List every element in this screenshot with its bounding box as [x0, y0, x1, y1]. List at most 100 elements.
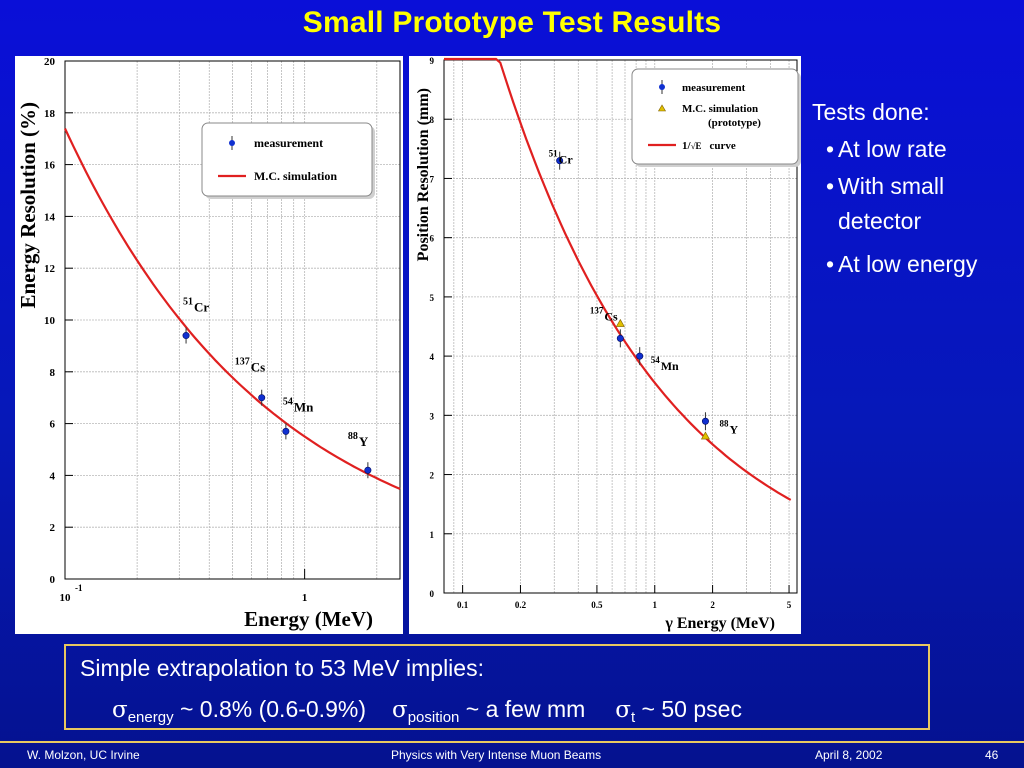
footer-page-number: 46 — [985, 748, 999, 762]
tests-heading: Tests done: — [812, 99, 930, 125]
y-tick-label: 12 — [44, 263, 56, 275]
x-tick-label: 2 — [710, 600, 715, 610]
measurement-point — [701, 417, 709, 425]
legend-label-curve: 1/√E curve — [682, 140, 736, 152]
isotope-mass-number: 51 — [183, 297, 193, 308]
x-tick-label: 0.2 — [515, 600, 527, 610]
test-item-small-detector: • With small detector — [812, 168, 1022, 240]
isotope-element-label: Mn — [661, 359, 679, 373]
test-item-text: At low energy — [838, 251, 978, 277]
fit-curve-line — [64, 128, 401, 490]
footer-date: April 8, 2002 — [815, 748, 883, 762]
measurement-point — [364, 466, 372, 474]
test-item-text-continued: detector — [838, 208, 922, 234]
sigma-symbol: σ — [112, 697, 128, 723]
footer-divider — [0, 741, 1024, 743]
isotope-mass-number: 54 — [283, 396, 293, 407]
y-tick-label: 4 — [50, 470, 56, 482]
y-tick-label: 9 — [430, 56, 435, 66]
legend-box — [201, 122, 373, 197]
test-item-low-rate: • At low rate — [812, 131, 1022, 168]
isotope-mass-number: 51 — [549, 149, 559, 159]
y-tick-label: 16 — [44, 160, 56, 172]
y-axis-label: Energy Resolution (%) — [16, 102, 40, 309]
y-tick-label: 8 — [50, 367, 56, 379]
legend-box — [631, 68, 799, 165]
time-subscript: t — [631, 709, 636, 726]
measurement-point — [182, 332, 190, 340]
measurement-point — [282, 427, 290, 435]
isotope-element-label: Cs — [251, 360, 265, 375]
test-item-text: With small — [838, 173, 945, 199]
isotope-mass-number: 88 — [719, 418, 729, 428]
position-resolution-value: ~ a few mm — [459, 696, 586, 722]
energy-resolution-chart-panel: 0 2 4 6 8 10 12 14 16 18 20 10 -1 1 Energy (MeV) Energy… — [15, 56, 403, 634]
isotope-element-label: Y — [359, 434, 369, 449]
test-item-text: At low rate — [838, 136, 947, 162]
x-tick-exponent: -1 — [75, 583, 83, 593]
y-tick-label: 14 — [44, 211, 56, 223]
legend-label-mc-prototype: (prototype) — [708, 117, 761, 129]
y-tick-label: 6 — [430, 234, 435, 244]
legend-label-mc-simulation: M.C. simulation — [254, 169, 337, 183]
y-tick-label: 2 — [430, 471, 435, 481]
y-tick-label: 3 — [430, 411, 435, 421]
position-resolution-chart: 0 1 2 3 4 5 6 7 8 9 0.1 0.2 0.5 1 2 5 γ Energy (MeV) Posi… — [415, 56, 801, 632]
energy-resolution-value: ~ 0.8% (0.6-0.9%) — [173, 696, 366, 722]
isotope-mass-number: 137 — [235, 357, 250, 368]
y-tick-label: 5 — [430, 293, 435, 303]
x-tick-label: 1 — [302, 592, 308, 604]
time-resolution-value: ~ 50 psec — [635, 696, 742, 722]
bullet-icon: • — [826, 251, 835, 277]
isotope-element-label: Cr — [194, 300, 209, 315]
x-tick-label: 5 — [787, 600, 792, 610]
legend-curve-prefix: 1/ — [682, 140, 692, 152]
x-axis-label: γ Energy (MeV) — [664, 615, 775, 632]
footer-talk-title: Physics with Very Intense Muon Beams — [391, 748, 602, 762]
legend-label-measurement: measurement — [682, 82, 746, 94]
legend-curve-suffix: curve — [710, 140, 736, 152]
y-tick-label: 2 — [50, 522, 56, 534]
y-tick-label: 10 — [44, 315, 56, 327]
energy-subscript: energy — [127, 709, 174, 726]
slide-title: Small Prototype Test Results — [302, 6, 722, 39]
legend-label-mc-simulation: M.C. simulation — [682, 103, 758, 115]
position-subscript: position — [407, 709, 460, 726]
x-axis-label: Energy (MeV) — [244, 607, 373, 631]
sigma-symbol: σ — [615, 697, 631, 723]
footer-author: W. Molzon, UC Irvine — [27, 748, 140, 762]
summary-intro: Simple extrapolation to 53 MeV implies: — [80, 655, 484, 681]
x-tick-label: 0.1 — [457, 600, 469, 610]
isotope-mass-number: 137 — [590, 305, 604, 315]
y-tick-label: 7 — [430, 174, 435, 184]
y-tick-label: 8 — [430, 115, 435, 125]
isotope-element-label: Y — [729, 422, 738, 436]
legend-mc-marker — [657, 104, 667, 112]
fit-curve-line — [444, 57, 792, 501]
bullet-icon: • — [826, 136, 835, 162]
legend-label-measurement: measurement — [254, 136, 323, 150]
legend-measurement-marker — [229, 140, 235, 146]
mc-simulation-point — [615, 318, 625, 327]
tests-done-list: Tests done: • At low rate • With small d… — [812, 94, 1022, 283]
isotope-element-label: Cs — [604, 309, 618, 323]
test-item-low-energy: • At low energy — [812, 246, 1022, 283]
measurement-point — [616, 334, 624, 342]
y-tick-label: 0 — [430, 589, 435, 599]
mc-simulation-point — [700, 431, 710, 440]
position-resolution-chart-panel: 0 1 2 3 4 5 6 7 8 9 0.1 0.2 0.5 1 2 5 γ Energy (MeV) Posi… — [409, 56, 801, 634]
isotope-mass-number: 88 — [348, 431, 358, 442]
measurement-point — [258, 394, 266, 402]
y-tick-label: 6 — [50, 419, 56, 431]
y-tick-label: 18 — [44, 108, 56, 120]
x-tick-label: 1 — [653, 600, 658, 610]
isotope-mass-number: 54 — [651, 355, 661, 365]
measurement-point — [636, 352, 644, 360]
extrapolation-summary-box: Simple extrapolation to 53 MeV implies: … — [64, 644, 930, 730]
isotope-element-label: Mn — [294, 399, 314, 414]
y-tick-label: 1 — [430, 530, 435, 540]
bullet-icon: • — [826, 173, 835, 199]
summary-values: σenergy ~ 0.8% (0.6-0.9%) σposition ~ a f… — [112, 696, 742, 726]
plot-frame — [443, 59, 798, 594]
